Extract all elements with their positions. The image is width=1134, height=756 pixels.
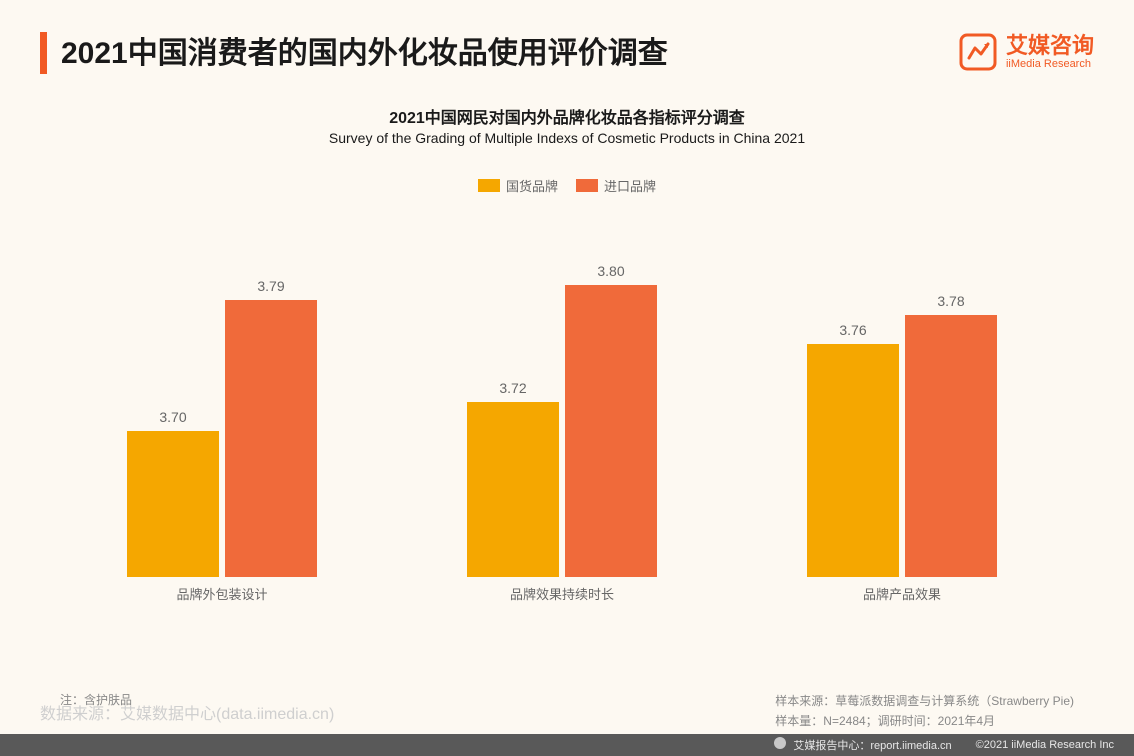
globe-icon [774,737,786,749]
bar: 3.80 [565,285,657,577]
legend-item-import: 进口品牌 [576,176,656,195]
logo-text-cn: 艾媒咨询 [1006,34,1094,58]
bar-group: 3.723.80 [467,285,657,577]
bar-value-label: 3.80 [565,263,657,279]
subtitle-en: Survey of the Grading of Multiple Indexs… [0,130,1134,146]
bar: 3.70 [127,431,219,577]
legend-label: 进口品牌 [604,176,656,195]
bottom-copyright: ©2021 iiMedia Research Inc [976,739,1114,751]
logo-icon [958,32,998,72]
bar-value-label: 3.76 [807,322,899,338]
bottom-center: 艾媒报告中心：report.iimedia.cn [774,737,951,753]
bar: 3.78 [905,315,997,578]
data-source-watermark: 数据来源：艾媒数据中心(data.iimedia.cn) [40,700,334,724]
footnote-sample-source: 样本来源：草莓派数据调查与计算系统（Strawberry Pie) [775,691,1074,711]
legend-swatch [576,179,598,192]
bar-value-label: 3.78 [905,293,997,309]
footnote-sample-size: 样本量：N=2484；调研时间：2021年4月 [775,711,1074,731]
title-wrap: 2021中国消费者的国内外化妆品使用评价调查 [40,28,668,74]
footnote-right: 样本来源：草莓派数据调查与计算系统（Strawberry Pie) 样本量：N=… [775,691,1074,732]
subtitle-cn: 2021中国网民对国内外品牌化妆品各指标评分调查 [0,104,1134,128]
bar-value-label: 3.79 [225,278,317,294]
bar-value-label: 3.72 [467,380,559,396]
main-title: 2021中国消费者的国内外化妆品使用评价调查 [61,28,668,72]
legend-item-domestic: 国货品牌 [478,176,558,195]
bar-group: 3.763.78 [807,315,997,578]
accent-bar [40,32,47,74]
logo-text: 艾媒咨询 iiMedia Research [1006,34,1094,69]
brand-logo: 艾媒咨询 iiMedia Research [958,32,1094,72]
chart-legend: 国货品牌 进口品牌 [0,176,1134,195]
category-label: 品牌产品效果 [807,584,997,603]
bottom-bar: 艾媒报告中心：report.iimedia.cn ©2021 iiMedia R… [0,734,1134,756]
header: 2021中国消费者的国内外化妆品使用评价调查 艾媒咨询 iiMedia Rese… [0,0,1134,74]
category-label: 品牌效果持续时长 [467,584,657,603]
bar-value-label: 3.70 [127,409,219,425]
legend-label: 国货品牌 [506,176,558,195]
bar-chart: 3.703.79品牌外包装设计3.723.80品牌效果持续时长3.763.78品… [67,209,1067,609]
bar: 3.76 [807,344,899,577]
bar-group: 3.703.79 [127,300,317,577]
logo-text-en: iiMedia Research [1006,59,1094,70]
bar: 3.72 [467,402,559,577]
bar: 3.79 [225,300,317,577]
subtitle-block: 2021中国网民对国内外品牌化妆品各指标评分调查 Survey of the G… [0,104,1134,146]
legend-swatch [478,179,500,192]
category-label: 品牌外包装设计 [127,584,317,603]
